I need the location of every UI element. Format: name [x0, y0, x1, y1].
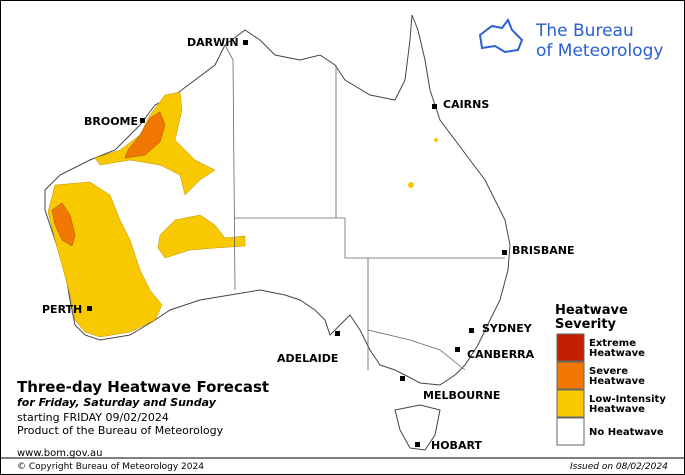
city-label: ADELAIDE: [277, 352, 338, 365]
title: Three-day Heatwave Forecast: [17, 378, 269, 396]
legend-title: Heatwave: [555, 303, 628, 318]
low-intensity-area: [408, 182, 414, 188]
copyright: © Copyright Bureau of Meteorology 2024: [17, 462, 204, 472]
url: www.bom.gov.au: [17, 448, 102, 459]
city-label: CAIRNS: [443, 98, 489, 111]
city-label: SYDNEY: [482, 322, 533, 335]
legend-label: Heatwave: [589, 376, 645, 387]
low-intensity-area: [157, 214, 246, 259]
legend-label: Low-Intensity: [589, 394, 666, 405]
city-label: DARWIN: [187, 36, 239, 49]
tasmania: [394, 404, 441, 451]
legend: Heatwave Severity ExtremeHeatwaveSevereH…: [555, 303, 666, 446]
legend-label: Heatwave: [589, 404, 645, 415]
city-label: MELBOURNE: [423, 389, 500, 402]
logo-text: of Meteorology: [536, 41, 663, 61]
city-label: PERTH: [42, 303, 82, 316]
legend-swatch: [556, 389, 585, 418]
city-label: CANBERRA: [467, 348, 535, 361]
legend-swatch: [556, 361, 585, 390]
city-label: BROOME: [84, 115, 138, 128]
subtitle: for Friday, Saturday and Sunday: [17, 396, 217, 409]
logo-icon: [478, 17, 524, 54]
severe-area: [51, 202, 76, 247]
legend-swatch: [556, 417, 585, 446]
issued: Issued on 08/02/2024: [570, 462, 668, 472]
severe-area: [124, 111, 166, 159]
legend-label: Heatwave: [589, 348, 645, 359]
city-markers: [87, 40, 507, 447]
city-label: HOBART: [431, 439, 482, 452]
start-date: starting FRIDAY 09/02/2024: [17, 411, 169, 424]
legend-label: Severe: [589, 366, 628, 377]
product: Product of the Bureau of Meteorology: [17, 424, 224, 437]
legend-title: Severity: [555, 317, 617, 332]
legend-label: No Heatwave: [589, 427, 664, 438]
legend-swatch: [556, 333, 585, 362]
low-intensity-area: [434, 138, 438, 142]
low-intensity-area: [47, 181, 163, 338]
logo-text: The Bureau: [535, 21, 634, 41]
legend-label: Extreme: [589, 338, 636, 349]
state-borders: [224, 44, 505, 371]
city-label: BRISBANE: [512, 244, 575, 257]
